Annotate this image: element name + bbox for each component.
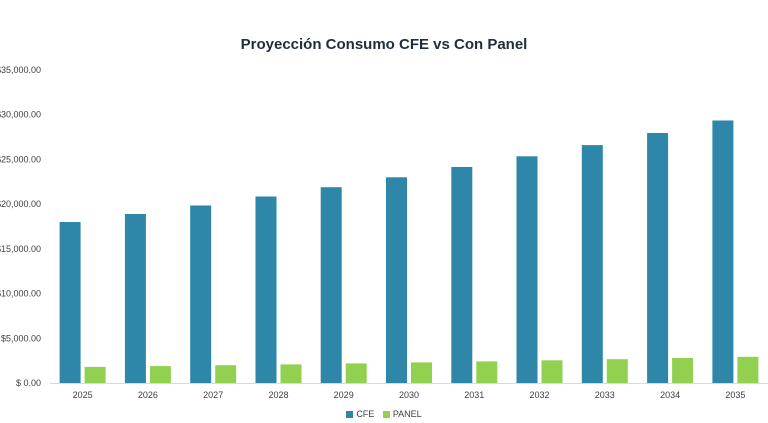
x-tick-label: 2033 xyxy=(595,390,615,400)
y-tick-label: $10,000.00 xyxy=(0,289,41,299)
x-tick-label: 2035 xyxy=(725,390,745,400)
y-tick-label: $30,000.00 xyxy=(0,110,41,120)
bar-panel-2028 xyxy=(280,364,302,383)
bar-panel-2027 xyxy=(215,365,237,383)
bar-cfe-2033 xyxy=(581,145,603,383)
chart-title: Proyección Consumo CFE vs Con Panel xyxy=(240,36,528,53)
bar-panel-2030 xyxy=(411,362,432,383)
bar-panel-2035 xyxy=(737,356,759,383)
legend: CFE PANEL xyxy=(0,409,768,419)
y-tick-label: $15,000.00 xyxy=(0,244,41,254)
x-tick-label: 2034 xyxy=(660,390,680,400)
y-tick-label: $20,000.00 xyxy=(0,199,41,209)
bar-cfe-2026 xyxy=(124,214,146,383)
bar-cfe-2031 xyxy=(451,167,473,383)
bar-panel-2029 xyxy=(345,363,367,383)
bar-cfe-2030 xyxy=(386,177,407,383)
bar-panel-2034 xyxy=(672,358,694,383)
bar-cfe-2028 xyxy=(255,196,277,383)
bar-cfe-2027 xyxy=(190,205,212,383)
legend-item-cfe: CFE xyxy=(346,409,374,419)
x-tick-label: 2030 xyxy=(399,390,419,400)
x-tick-label: 2031 xyxy=(464,390,484,400)
x-tick-label: 2025 xyxy=(73,390,93,400)
legend-label-cfe: CFE xyxy=(356,409,375,419)
x-tick-label: 2026 xyxy=(138,390,158,400)
x-tick-label: 2029 xyxy=(334,390,354,400)
bar-panel-2033 xyxy=(606,359,628,383)
x-tick-label: 2032 xyxy=(529,390,549,400)
legend-swatch-cfe xyxy=(346,411,354,418)
bar-cfe-2034 xyxy=(647,133,669,383)
y-tick-label: $25,000.00 xyxy=(0,154,41,164)
y-tick-label: $5,000.00 xyxy=(1,333,41,343)
y-tick-label: $35,000.00 xyxy=(0,65,41,75)
y-axis: $ 0.00 $5,000.00 $10,000.00 $15,000.00 $20,0… xyxy=(0,65,41,388)
bar-cfe-2035 xyxy=(712,120,734,383)
x-axis: 2025 2026 2027 2028 2029 2030 2031 2032 2033 2034… xyxy=(50,383,768,400)
bar-panel-2025 xyxy=(84,366,106,383)
bar-panel-2026 xyxy=(149,366,171,383)
legend-label-panel: PANEL xyxy=(392,409,422,419)
legend-swatch-panel xyxy=(382,411,390,418)
bar-panel-2032 xyxy=(541,360,563,383)
x-tick-label: 2027 xyxy=(203,390,223,400)
bar-cfe-2029 xyxy=(320,187,342,383)
legend-item-panel: PANEL xyxy=(382,409,422,419)
bar-cfe-2025 xyxy=(59,222,81,383)
bar-panel-2031 xyxy=(476,361,498,383)
bar-cfe-2032 xyxy=(516,156,538,383)
x-tick-label: 2028 xyxy=(268,390,288,400)
bars-group xyxy=(59,120,759,383)
y-tick-label: $ 0.00 xyxy=(16,378,41,388)
